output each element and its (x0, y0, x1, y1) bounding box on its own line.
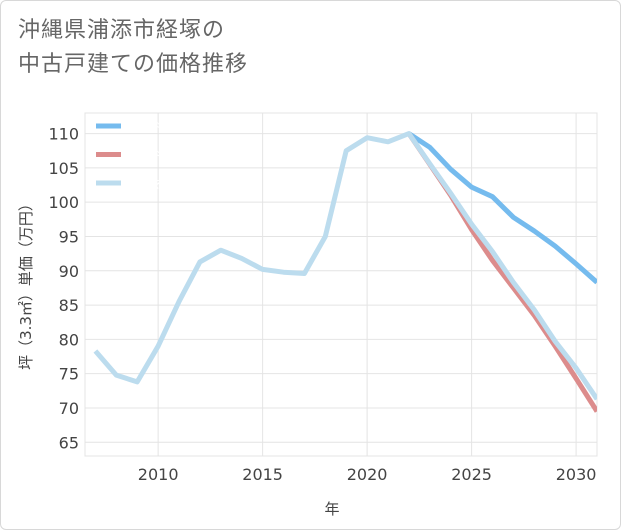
chart-title-line2: 中古戸建ての価格推移 (18, 52, 249, 77)
x-tick-label: 2010 (138, 465, 179, 484)
x-tick-label: 2025 (451, 465, 492, 484)
legend-good[interactable]: グッドシナリオ (96, 120, 210, 134)
legend-label: バッドシナリオ (126, 149, 210, 163)
y-tick-label: 80 (59, 330, 79, 349)
chart-title-line1: 沖縄県浦添市経塚の (18, 18, 226, 43)
chart-title: 沖縄県浦添市経塚の 中古戸建ての価格推移 (18, 14, 248, 82)
plot-area (84, 112, 598, 457)
x-tick-label: 2015 (242, 465, 283, 484)
y-tick-label: 90 (59, 262, 79, 281)
good-scenario-line (407, 131, 597, 285)
legend-label: ノーマルシナリオ (126, 177, 222, 191)
legend-label: グッドシナリオ (126, 120, 210, 134)
x-tick-label: 2030 (556, 465, 597, 484)
grid (84, 112, 598, 457)
y-tick-label: 95 (59, 227, 79, 246)
y-tick-label: 110 (48, 125, 79, 144)
x-axis-label: 年 (324, 500, 339, 518)
normal-scenario-line (93, 131, 597, 401)
x-axis-ticks: 2010 2015 2020 2025 2030 (138, 465, 597, 484)
y-tick-label: 105 (48, 159, 79, 178)
legend-normal[interactable]: ノーマルシナリオ (96, 177, 222, 191)
y-tick-label: 70 (59, 399, 79, 418)
y-tick-label: 100 (48, 193, 79, 212)
y-tick-label: 85 (59, 296, 79, 315)
legend-bad[interactable]: バッドシナリオ (96, 149, 210, 163)
y-tick-label: 65 (59, 433, 79, 452)
y-axis-ticks: 65 70 75 80 85 90 95 100 105 110 (48, 125, 79, 453)
x-tick-label: 2020 (347, 465, 388, 484)
y-axis-label: 坪（3.3㎡）単価（万円） (17, 196, 35, 370)
series-lines (93, 131, 597, 413)
y-tick-label: 75 (59, 365, 79, 384)
